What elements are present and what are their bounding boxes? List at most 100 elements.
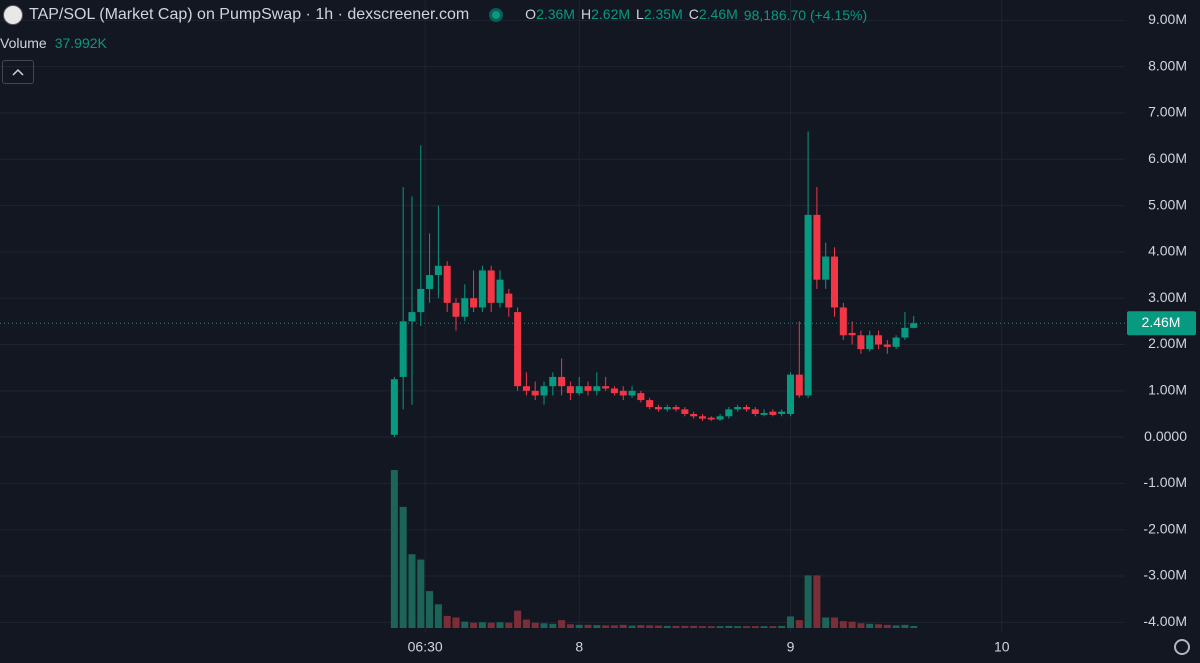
candle xyxy=(742,404,750,412)
volume-bar xyxy=(663,625,671,628)
candle-body xyxy=(742,407,750,410)
candle-body xyxy=(522,386,530,391)
volume-bar xyxy=(514,610,522,628)
candle-body xyxy=(514,312,522,387)
candle xyxy=(866,330,874,352)
y-tick-label: 4.00M xyxy=(1148,243,1187,259)
volume-bar xyxy=(584,624,592,628)
candle-body xyxy=(795,374,803,396)
candle-body xyxy=(751,409,759,414)
volume-bar xyxy=(910,625,918,628)
candle xyxy=(830,247,839,317)
candle xyxy=(549,372,557,396)
ohlc-legend: O2.36M H2.62M L2.35M C2.46M xyxy=(519,6,738,24)
volume-bar xyxy=(654,625,662,628)
candle-body xyxy=(408,312,416,322)
candle xyxy=(778,409,786,417)
chart-header: TAP/SOL (Market Cap) on PumpSwap · 1h · … xyxy=(0,3,867,27)
candle xyxy=(910,315,918,329)
candle-body xyxy=(470,298,478,308)
candle-body xyxy=(883,344,891,347)
candle-body xyxy=(654,407,662,410)
volume-bar xyxy=(593,625,601,628)
volume-bar xyxy=(672,625,680,628)
volume-bar xyxy=(813,575,821,628)
volume-bar xyxy=(822,617,830,628)
candle-body xyxy=(901,327,909,338)
candle xyxy=(390,376,398,438)
candle xyxy=(804,131,812,398)
volume-bar xyxy=(461,621,469,628)
volume-bar xyxy=(778,625,786,628)
volume-legend: Volume 37.992K xyxy=(0,35,107,51)
chevron xyxy=(12,68,24,76)
candle-body xyxy=(848,332,856,336)
collapse-button[interactable] xyxy=(2,60,34,84)
candle-body xyxy=(716,416,724,420)
candle-body xyxy=(390,379,398,435)
y-tick-label: -4.00M xyxy=(1143,613,1187,629)
candle xyxy=(478,265,486,313)
volume-bar xyxy=(443,615,451,628)
volume-bar xyxy=(707,626,715,628)
candle-body xyxy=(778,411,786,414)
candle xyxy=(883,339,891,354)
candle-body xyxy=(875,335,883,345)
chart-title: TAP/SOL (Market Cap) on PumpSwap · 1h · … xyxy=(29,6,470,23)
candle-body xyxy=(417,288,425,313)
candle xyxy=(892,335,900,350)
candle-body xyxy=(619,390,627,396)
candle-body xyxy=(487,270,495,303)
candle xyxy=(470,270,478,313)
volume-bar xyxy=(487,622,495,628)
volume-bar xyxy=(681,625,689,628)
volume-bar xyxy=(390,470,398,628)
candle-body xyxy=(698,416,706,419)
candle xyxy=(514,307,522,391)
candle-body xyxy=(505,293,513,308)
candle-body xyxy=(610,388,618,394)
volume-bar xyxy=(470,622,478,628)
candle xyxy=(839,302,847,340)
volume-bar xyxy=(901,624,909,628)
candle xyxy=(628,386,636,398)
candle xyxy=(663,404,671,412)
candle xyxy=(795,321,803,398)
candle xyxy=(716,413,724,421)
candle-body xyxy=(822,256,830,280)
candle-body xyxy=(769,411,777,415)
settings-button[interactable] xyxy=(1174,639,1190,655)
y-tick-label: 3.00M xyxy=(1148,289,1187,305)
y-tick-label: -1.00M xyxy=(1143,474,1187,490)
candle-body xyxy=(593,386,601,391)
candle xyxy=(760,409,768,417)
volume-bar xyxy=(866,623,874,628)
candle-body xyxy=(628,390,636,396)
candle-body xyxy=(760,413,768,415)
volume-bar xyxy=(496,622,504,628)
ohlc-value: 2.35M xyxy=(643,6,683,22)
volume-bar xyxy=(628,625,636,628)
x-tick-label: 9 xyxy=(787,639,795,655)
candle xyxy=(461,284,469,322)
volume-bar xyxy=(857,623,865,628)
volume-bar xyxy=(602,625,610,628)
volume-bar xyxy=(716,626,724,628)
candle-body xyxy=(646,400,654,408)
ohlc-key: O xyxy=(525,6,537,22)
candle xyxy=(417,145,425,326)
candle-body xyxy=(549,376,557,387)
candle xyxy=(672,404,680,412)
candle xyxy=(505,288,513,317)
volume-bar xyxy=(830,617,839,628)
candle xyxy=(487,265,495,313)
volume-bar xyxy=(566,624,574,628)
ohlc-key: H xyxy=(580,6,592,22)
candle xyxy=(848,321,856,345)
y-tick-label: 8.00M xyxy=(1148,57,1187,73)
price-box-label: 2.46M xyxy=(1142,314,1181,330)
status-toggle[interactable] xyxy=(489,8,504,22)
candle xyxy=(637,390,645,403)
candle xyxy=(734,404,742,412)
